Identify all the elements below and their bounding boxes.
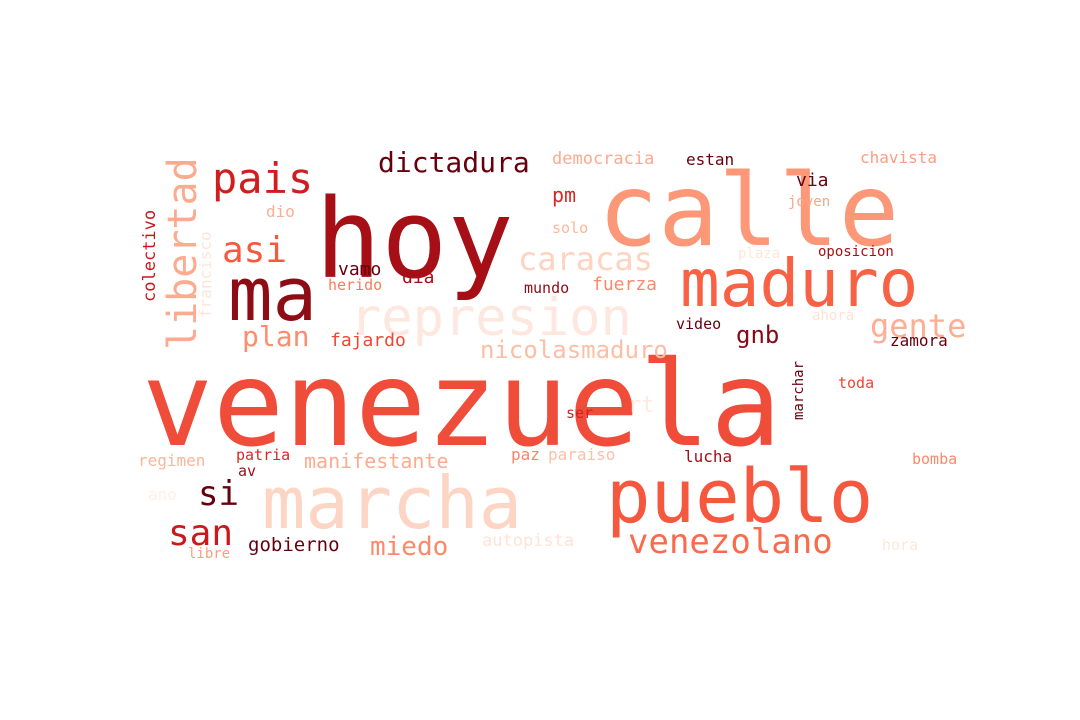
word-san: san: [168, 513, 233, 554]
word-ahora: ahora: [812, 308, 854, 324]
word-rt: rt: [628, 393, 655, 418]
word-hora: hora: [882, 536, 918, 554]
word-francisco: francisco: [196, 231, 215, 318]
word-chavista: chavista: [860, 148, 937, 167]
word-estan: estan: [686, 150, 734, 169]
word-mundo: mundo: [524, 279, 569, 297]
word-plaza: plaza: [738, 246, 780, 262]
word-autopista: autopista: [482, 531, 574, 551]
word-calle: calle: [598, 152, 899, 269]
word-ser: ser: [566, 404, 593, 422]
word-regimen: regimen: [138, 451, 205, 470]
word-fajardo: fajardo: [330, 330, 406, 351]
word-libertad: libertad: [160, 157, 206, 350]
word-maduro: maduro: [680, 245, 918, 322]
word-venezolano: venezolano: [628, 522, 833, 562]
word-dictadura: dictadura: [378, 146, 530, 179]
word-vamo: vamo: [338, 259, 381, 280]
word-represion: represion: [350, 288, 632, 348]
word-toda: toda: [838, 374, 874, 392]
word-gobierno: gobierno: [248, 534, 340, 556]
word-patria: patria: [236, 446, 290, 464]
word-si: si: [198, 474, 239, 514]
word-nicolasmaduro: nicolasmaduro: [480, 336, 668, 364]
word-gente: gente: [870, 307, 966, 345]
word-plan: plan: [242, 320, 309, 353]
word-av: av: [238, 462, 256, 480]
word-video: video: [676, 315, 721, 333]
word-manifestante: manifestante: [304, 449, 449, 473]
word-oposicion: oposicion: [818, 244, 894, 260]
word-libre: libre: [188, 546, 230, 562]
word-gnb: gnb: [736, 321, 779, 349]
word-joven: joven: [788, 194, 830, 210]
word-via: via: [796, 170, 829, 191]
word-caracas: caracas: [518, 240, 653, 278]
word-fuerza: fuerza: [592, 274, 657, 295]
word-lucha: lucha: [684, 447, 732, 466]
word-paz: paz: [511, 445, 540, 464]
word-zamora: zamora: [890, 331, 948, 350]
word-asi: asi: [222, 230, 287, 271]
word-dia: dia: [402, 267, 435, 288]
word-bomba: bomba: [912, 450, 957, 468]
word-marcha: marcha: [262, 461, 522, 545]
word-colectivo: colectivo: [140, 210, 160, 302]
word-pais: pais: [212, 154, 313, 203]
word-miedo: miedo: [370, 532, 448, 562]
word-hoy: hoy: [315, 175, 514, 303]
word-paraiso: paraiso: [548, 445, 615, 464]
word-herido: herido: [328, 276, 382, 294]
word-ma: ma: [228, 252, 317, 338]
word-venezuela: venezuela: [142, 335, 781, 473]
word-democracia: democracia: [552, 149, 654, 169]
word-solo: solo: [552, 219, 588, 237]
word-pueblo: pueblo: [606, 454, 873, 540]
word-marchar: marchar: [791, 361, 807, 420]
word-ano: ano: [148, 485, 177, 504]
word-dio: dio: [266, 202, 295, 221]
word-pm: pm: [552, 183, 576, 207]
